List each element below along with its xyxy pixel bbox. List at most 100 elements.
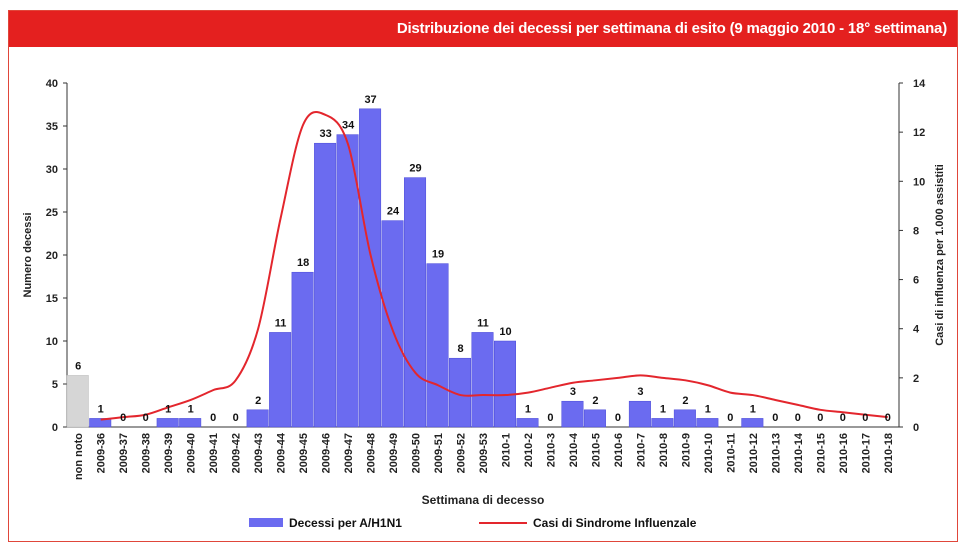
bar-value-label: 0 [233, 412, 239, 424]
bar [314, 142, 337, 428]
y-tick-label: 20 [46, 250, 58, 262]
bar-value-label: 3 [570, 386, 576, 398]
x-tick-label: 2009-41 [208, 433, 220, 473]
x-tick-label: 2010-12 [748, 433, 760, 473]
x-tick-label: 2010-2 [523, 433, 535, 467]
y2-tick-label: 0 [913, 422, 919, 434]
bar-value-label: 1 [750, 403, 756, 415]
bar [381, 220, 404, 428]
bar [269, 332, 292, 428]
bar [246, 409, 269, 428]
x-tick-label: 2010-16 [838, 433, 850, 473]
bar [426, 263, 449, 428]
x-tick-label: 2010-1 [500, 433, 512, 467]
x-tick-label: 2009-48 [366, 433, 378, 473]
bar [404, 177, 427, 428]
bar-value-label: 33 [319, 128, 331, 140]
bar-value-label: 6 [75, 360, 81, 372]
x-tick-label: 2009-40 [186, 433, 198, 473]
y2-tick-label: 14 [913, 78, 926, 90]
y-axis-title: Numero decessi [22, 213, 34, 298]
bar-value-label: 0 [795, 412, 801, 424]
bar [628, 400, 651, 428]
x-tick-label: non noto [73, 433, 85, 480]
bar [493, 340, 516, 428]
legend-label-sindrome: Casi di Sindrome Influenzale [533, 516, 697, 530]
y2-tick-label: 6 [913, 275, 919, 287]
series-line-sindrome-influenzale [100, 111, 888, 421]
bar-value-label: 2 [592, 395, 598, 407]
bar-value-label: 11 [275, 317, 287, 329]
x-tick-label: 2009-49 [388, 433, 400, 473]
bar [696, 418, 719, 428]
bar-value-label: 0 [210, 412, 216, 424]
bar-value-label: 0 [862, 412, 868, 424]
x-tick-label: 2010-10 [703, 433, 715, 473]
bar-value-label: 2 [682, 395, 688, 407]
bar [651, 418, 674, 428]
x-tick-label: 2009-39 [163, 433, 175, 473]
x-tick-label: 2009-53 [478, 433, 490, 473]
y2-tick-label: 4 [913, 324, 920, 336]
bar-value-label: 1 [525, 403, 531, 415]
bar-value-label: 0 [840, 412, 846, 424]
bar-value-label: 0 [143, 412, 149, 424]
y-tick-label: 0 [52, 422, 58, 434]
y-tick-label: 30 [46, 164, 58, 176]
bar-value-label: 0 [547, 412, 553, 424]
y-tick-label: 25 [46, 207, 58, 219]
y-tick-label: 10 [46, 336, 58, 348]
x-tick-label: 2009-43 [253, 433, 265, 473]
x-tick-label: 2009-52 [456, 433, 468, 473]
bar-value-label: 1 [98, 403, 104, 415]
x-tick-label: 2010-14 [793, 432, 805, 473]
bar-value-label: 8 [457, 343, 463, 355]
bar-value-label: 29 [409, 163, 421, 175]
x-tick-label: 2010-3 [545, 433, 557, 467]
bar [471, 332, 494, 428]
x-tick-label: 2010-18 [883, 433, 895, 473]
bar [561, 400, 584, 428]
x-tick-label: 2010-11 [725, 433, 737, 473]
x-tick-label: 2010-4 [568, 432, 580, 467]
y-tick-label: 35 [46, 121, 58, 133]
bar-value-label: 24 [387, 206, 400, 218]
bar-value-label: 0 [817, 412, 823, 424]
bar [89, 418, 112, 428]
x-tick-label: 2009-42 [231, 433, 243, 473]
y-tick-label: 15 [46, 293, 58, 305]
bar-value-label: 1 [188, 403, 194, 415]
y2-tick-label: 10 [913, 176, 925, 188]
x-tick-label: 2009-38 [141, 433, 153, 473]
bar-value-label: 0 [615, 412, 621, 424]
bar-value-label: 18 [297, 257, 309, 269]
x-tick-label: 2010-7 [635, 433, 647, 467]
bar-value-label: 1 [705, 403, 711, 415]
x-tick-label: 2010-17 [860, 433, 872, 473]
bar [741, 418, 764, 428]
x-tick-label: 2009-51 [433, 433, 445, 473]
bar-value-label: 34 [342, 120, 355, 132]
bar [66, 375, 89, 428]
legend-swatch-decessi [249, 518, 283, 527]
chart-title: Distribuzione dei decessi per settimana … [9, 11, 957, 47]
bar [583, 409, 606, 428]
x-tick-label: 2009-46 [321, 433, 333, 473]
y-tick-label: 40 [46, 78, 58, 90]
bar-value-label: 0 [120, 412, 126, 424]
bar-value-label: 0 [772, 412, 778, 424]
y2-tick-label: 8 [913, 225, 919, 237]
x-tick-label: 2010-13 [770, 433, 782, 473]
x-tick-label: 2009-36 [96, 433, 108, 473]
x-tick-label: 2010-6 [613, 433, 625, 467]
x-tick-label: 2009-45 [298, 433, 310, 473]
chart-frame: Distribuzione dei decessi per settimana … [8, 10, 958, 542]
bar [516, 418, 539, 428]
bar [179, 418, 202, 428]
bar-value-label: 37 [364, 94, 376, 106]
x-tick-label: 2010-15 [815, 433, 827, 473]
bar-value-label: 3 [637, 386, 643, 398]
y-tick-label: 5 [52, 379, 58, 391]
x-tick-label: 2009-44 [276, 432, 288, 473]
